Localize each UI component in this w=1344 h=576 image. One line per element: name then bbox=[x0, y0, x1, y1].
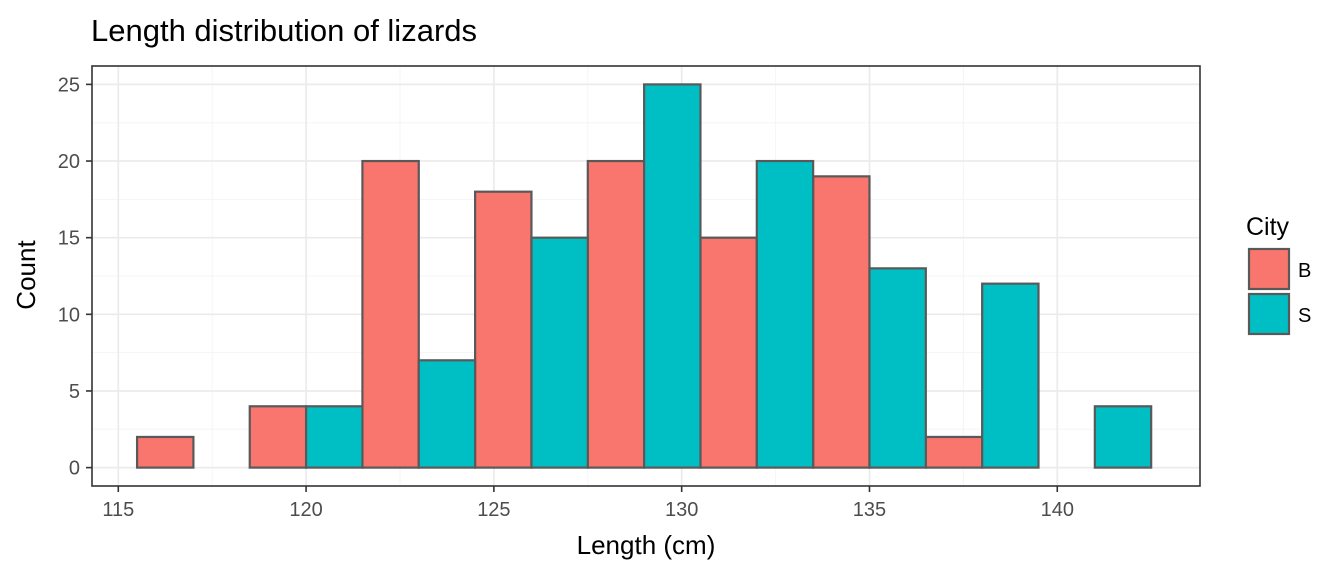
bar-S-123 bbox=[417, 359, 477, 469]
x-tick-label: 130 bbox=[665, 499, 698, 521]
bar-S-129 bbox=[643, 83, 702, 469]
y-tick-label: 15 bbox=[58, 228, 80, 250]
bar-B-121.5 bbox=[361, 159, 420, 469]
y-tick-label: 25 bbox=[58, 74, 80, 96]
bar-S-120 bbox=[304, 405, 364, 469]
legend: City B S bbox=[1246, 213, 1311, 336]
legend-label-S: S bbox=[1298, 305, 1311, 327]
x-tick-label: 140 bbox=[1041, 499, 1074, 521]
bar-S-132 bbox=[755, 159, 815, 469]
bars-group bbox=[135, 83, 1153, 469]
bar-B-130.5 bbox=[699, 236, 758, 469]
bar-S-138 bbox=[981, 282, 1040, 469]
bar-B-136.5 bbox=[924, 435, 984, 469]
x-tick-label: 125 bbox=[477, 499, 510, 521]
bar-B-115.5 bbox=[135, 435, 195, 469]
bar-B-124.5 bbox=[474, 190, 533, 469]
bar-B-133.5 bbox=[812, 175, 871, 469]
x-tick-label: 120 bbox=[289, 499, 322, 521]
x-tick-label: 115 bbox=[102, 499, 134, 521]
legend-swatch-S bbox=[1247, 292, 1291, 336]
bar-S-135 bbox=[868, 267, 927, 469]
y-tick-label: 20 bbox=[58, 151, 80, 173]
bar-B-127.5 bbox=[586, 159, 646, 469]
panel-border bbox=[91, 65, 1201, 487]
legend-swatch-B bbox=[1247, 247, 1291, 291]
legend-title: City bbox=[1246, 213, 1290, 241]
chart-title: Length distribution of lizards bbox=[91, 13, 477, 48]
bar-S-141 bbox=[1093, 405, 1153, 469]
y-tick-label: 5 bbox=[69, 381, 80, 403]
bar-B-118.5 bbox=[248, 405, 308, 469]
x-axis-title: Length (cm) bbox=[577, 530, 716, 560]
bar-S-126 bbox=[530, 236, 589, 469]
y-axis-title: Count bbox=[11, 240, 41, 310]
y-tick-label: 10 bbox=[58, 304, 80, 326]
x-tick-label: 135 bbox=[853, 499, 886, 521]
legend-label-B: B bbox=[1298, 260, 1311, 282]
y-tick-label: 0 bbox=[69, 458, 80, 480]
axis-ticks: 115 120 125 130 135 140 0 5 10 15 20 25 bbox=[58, 74, 1074, 521]
